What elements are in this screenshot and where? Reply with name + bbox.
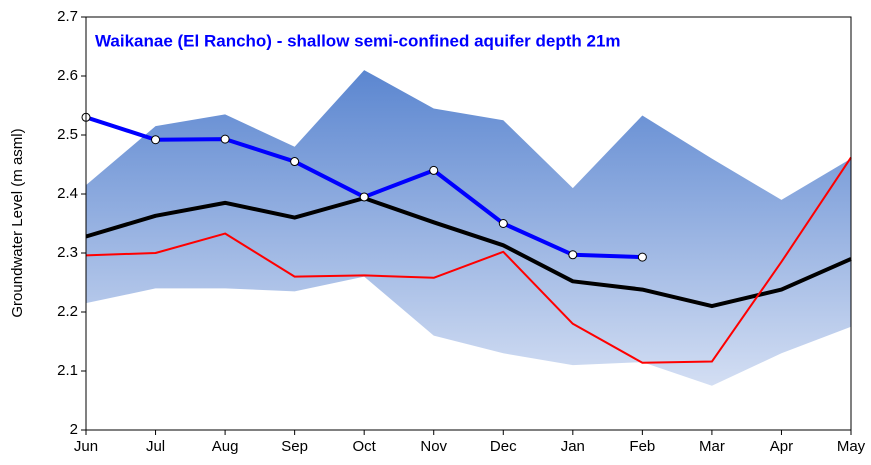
marker: [568, 250, 578, 260]
marker: [359, 192, 369, 202]
x-tick-label: Feb: [629, 438, 655, 455]
y-tick-label: 2.2: [57, 303, 78, 320]
series-line: [85, 196, 852, 309]
y-tick-label: 2.3: [57, 244, 78, 261]
x-tick-label: Aug: [212, 438, 239, 455]
x-tick-label: Apr: [770, 438, 793, 455]
chart-title: Waikanae (El Rancho) - shallow semi-conf…: [95, 31, 621, 50]
marker: [498, 219, 508, 228]
marker: [429, 165, 439, 175]
marker: [637, 252, 647, 262]
y-tick-label: 2.5: [57, 126, 78, 143]
marker: [220, 134, 230, 144]
y-axis-label: Groundwater Level (m asml): [9, 128, 26, 317]
range-band: [86, 70, 851, 386]
y-tick-label: 2.7: [57, 8, 78, 25]
marker: [290, 157, 300, 167]
series-line: [85, 156, 852, 364]
x-tick-label: Sep: [281, 438, 308, 455]
plot-frame: [85, 16, 852, 431]
y-tick-label: 2.6: [57, 67, 78, 84]
marker: [151, 135, 161, 145]
x-tick-label: Dec: [490, 438, 517, 455]
x-tick-label: Nov: [420, 438, 447, 455]
x-tick-label: Oct: [353, 438, 377, 455]
y-tick-label: 2: [70, 421, 78, 438]
x-tick-label: Mar: [699, 438, 725, 455]
x-tick-label: Jun: [74, 438, 98, 455]
x-tick-label: Jul: [146, 438, 165, 455]
y-tick-label: 2.1: [57, 362, 78, 379]
x-tick-label: May: [837, 438, 866, 455]
x-tick-label: Jan: [561, 438, 585, 455]
y-tick-label: 2.4: [57, 185, 78, 202]
